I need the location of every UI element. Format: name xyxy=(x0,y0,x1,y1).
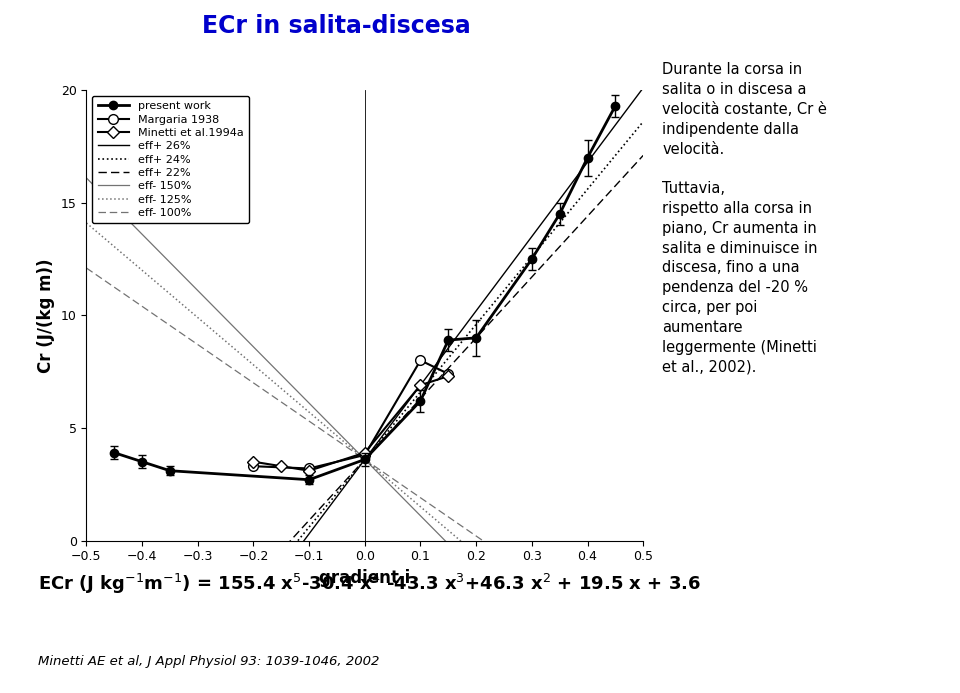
Text: ECr in salita-discesa: ECr in salita-discesa xyxy=(202,14,470,38)
Text: Durante la corsa in
salita o in discesa a
velocità costante, Cr è
indipendente d: Durante la corsa in salita o in discesa … xyxy=(662,62,828,374)
Y-axis label: Cr (J/(kg m)): Cr (J/(kg m)) xyxy=(37,258,56,373)
Text: Minetti AE et al, J Appl Physiol 93: 1039-1046, 2002: Minetti AE et al, J Appl Physiol 93: 103… xyxy=(38,655,380,668)
X-axis label: gradient i: gradient i xyxy=(319,569,411,587)
Legend: present work, Margaria 1938, Minetti et al.1994a, eff+ 26%, eff+ 24%, eff+ 22%, : present work, Margaria 1938, Minetti et … xyxy=(92,96,249,223)
Text: ECr (J kg$^{-1}$m$^{-1}$) = 155.4 x$^5$-30.4 x$^4$ -43.3 x$^3$+46.3 x$^2$ + 19.5: ECr (J kg$^{-1}$m$^{-1}$) = 155.4 x$^5$-… xyxy=(38,572,702,596)
